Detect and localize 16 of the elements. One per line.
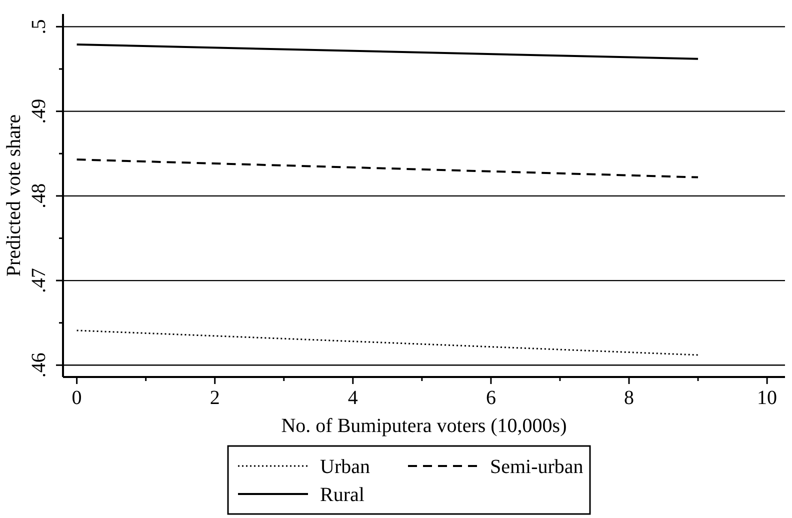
- legend-label: Urban: [320, 456, 370, 478]
- y-tick-label: .5: [28, 19, 50, 34]
- y-tick-label: .46: [28, 352, 50, 378]
- legend-label: Rural: [320, 484, 365, 506]
- y-tick-label: .49: [28, 98, 50, 124]
- x-axis-title: No. of Bumiputera voters (10,000s): [281, 415, 567, 437]
- legend-label: Semi-urban: [490, 456, 584, 478]
- x-tick-label: 0: [72, 387, 82, 409]
- x-tick-label: 4: [348, 387, 358, 409]
- x-tick-label: 8: [624, 387, 634, 409]
- y-axis-title: Predicted vote share: [3, 114, 25, 277]
- y-tick-label: .47: [28, 268, 50, 294]
- x-tick-label: 6: [486, 387, 496, 409]
- x-tick-label: 10: [757, 387, 778, 409]
- y-tick-label: .48: [28, 183, 50, 208]
- x-tick-label: 2: [210, 387, 220, 409]
